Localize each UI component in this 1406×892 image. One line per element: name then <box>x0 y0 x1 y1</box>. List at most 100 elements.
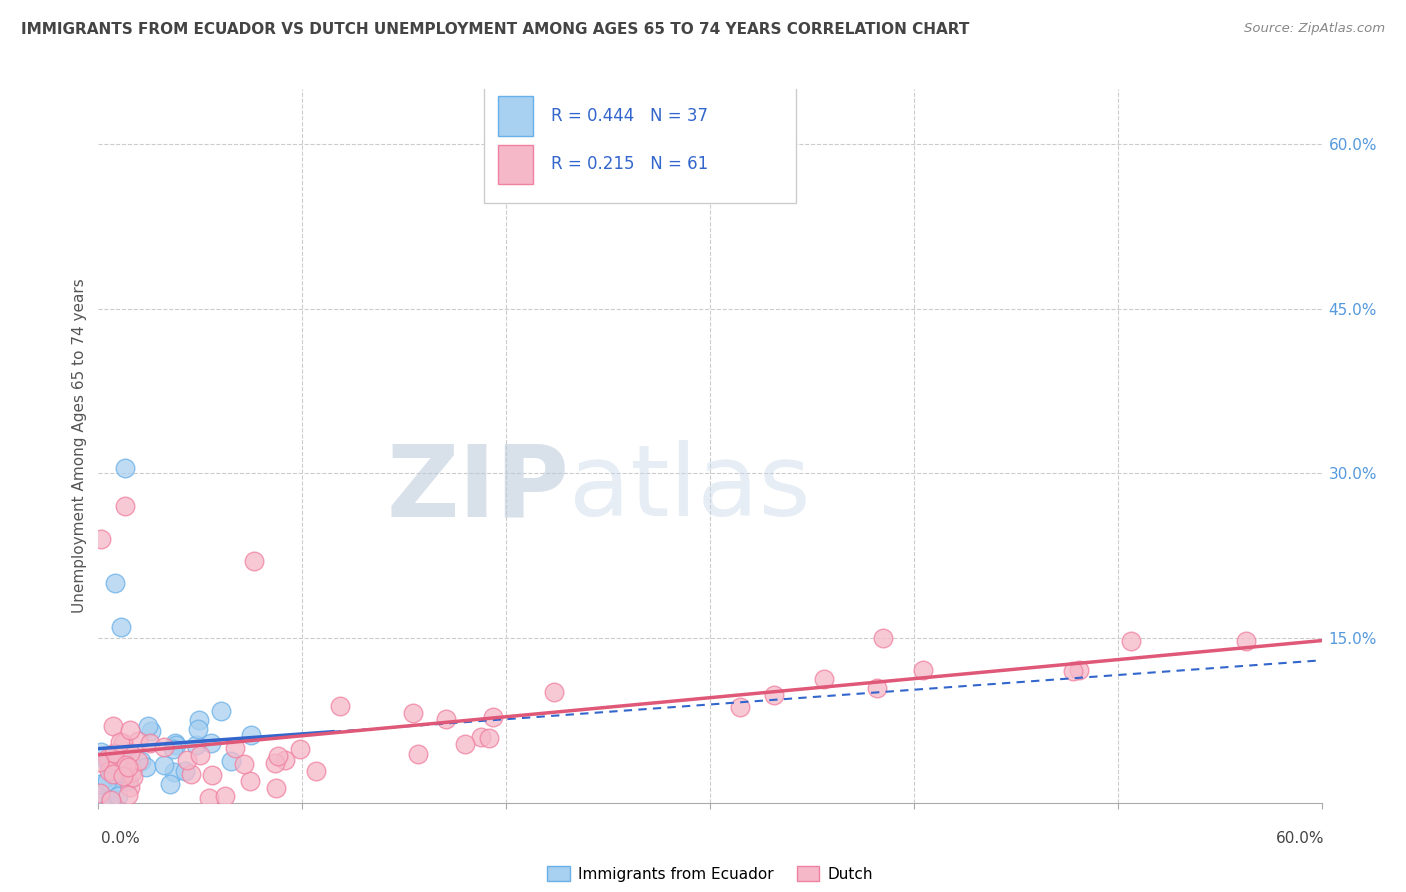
Point <box>1067 664 1090 678</box>
Bar <box>498 96 533 136</box>
Point <box>114 461 136 475</box>
Point <box>214 789 236 803</box>
Point <box>162 765 184 780</box>
Point <box>98 760 121 774</box>
Point <box>111 771 134 785</box>
Point <box>110 620 132 634</box>
Point <box>186 739 208 753</box>
Point <box>111 766 134 780</box>
Point <box>197 791 219 805</box>
Point <box>114 500 136 514</box>
Point <box>201 768 224 782</box>
Text: ZIP: ZIP <box>387 441 569 537</box>
Point <box>453 737 475 751</box>
Point <box>100 792 122 806</box>
Point <box>243 554 266 568</box>
Point <box>209 704 232 718</box>
Point <box>762 689 785 703</box>
Text: 0.0%: 0.0% <box>101 831 141 846</box>
Text: 60.0%: 60.0% <box>1277 831 1324 846</box>
Point <box>176 753 198 767</box>
Point <box>122 770 145 784</box>
Point <box>232 757 254 772</box>
Text: R = 0.444   N = 37: R = 0.444 N = 37 <box>551 107 709 125</box>
Point <box>115 758 138 772</box>
Point <box>162 742 184 756</box>
Point <box>865 681 887 696</box>
Point <box>1234 633 1257 648</box>
Point <box>101 767 124 781</box>
Point <box>90 533 112 547</box>
Point <box>107 789 129 804</box>
Text: R = 0.215   N = 61: R = 0.215 N = 61 <box>551 155 709 173</box>
Point <box>288 742 311 756</box>
Point <box>402 706 425 720</box>
Point <box>97 764 120 779</box>
Point <box>274 753 297 767</box>
Point <box>118 723 141 737</box>
Point <box>165 736 187 750</box>
Point <box>129 754 152 768</box>
Point <box>329 699 352 714</box>
Point <box>117 788 139 802</box>
Text: Source: ZipAtlas.com: Source: ZipAtlas.com <box>1244 22 1385 36</box>
Point <box>219 755 242 769</box>
Point <box>305 764 328 778</box>
Bar <box>498 145 533 184</box>
Point <box>127 754 149 768</box>
Point <box>112 736 135 750</box>
FancyBboxPatch shape <box>484 82 796 203</box>
Point <box>180 767 202 781</box>
Point <box>264 780 287 795</box>
Point <box>127 734 149 748</box>
Point <box>101 719 124 733</box>
Point <box>118 746 141 760</box>
Text: IMMIGRANTS FROM ECUADOR VS DUTCH UNEMPLOYMENT AMONG AGES 65 TO 74 YEARS CORRELAT: IMMIGRANTS FROM ECUADOR VS DUTCH UNEMPLO… <box>21 22 970 37</box>
Point <box>89 777 111 791</box>
Point <box>434 712 457 726</box>
Point <box>240 728 263 742</box>
Point <box>481 710 503 724</box>
Point <box>200 736 222 750</box>
Point <box>478 731 501 745</box>
Point <box>97 750 120 764</box>
Point <box>87 755 110 769</box>
Point <box>728 699 751 714</box>
Point <box>90 792 112 806</box>
Point <box>153 739 176 754</box>
Point <box>139 736 162 750</box>
Point <box>105 755 128 769</box>
Point <box>90 745 112 759</box>
Point <box>96 774 118 789</box>
Point <box>103 757 125 772</box>
Point <box>101 767 124 781</box>
Point <box>120 780 142 795</box>
Point <box>239 774 262 789</box>
Point <box>96 754 118 768</box>
Text: atlas: atlas <box>569 441 811 537</box>
Point <box>1119 633 1142 648</box>
Point <box>103 767 125 781</box>
Point <box>813 673 835 687</box>
Point <box>141 723 163 738</box>
Point <box>173 764 195 778</box>
Point <box>121 765 143 780</box>
Point <box>872 631 894 645</box>
Point <box>165 738 187 752</box>
Point <box>267 748 290 763</box>
Point <box>224 741 246 756</box>
Point <box>543 684 565 698</box>
Point <box>112 768 135 782</box>
Legend: Immigrants from Ecuador, Dutch: Immigrants from Ecuador, Dutch <box>541 860 879 888</box>
Point <box>1062 665 1084 679</box>
Point <box>108 775 131 789</box>
Y-axis label: Unemployment Among Ages 65 to 74 years: Unemployment Among Ages 65 to 74 years <box>72 278 87 614</box>
Point <box>108 735 131 749</box>
Point <box>187 723 209 737</box>
Point <box>159 777 181 791</box>
Point <box>264 756 287 770</box>
Point <box>188 713 211 727</box>
Point <box>100 792 122 806</box>
Point <box>89 785 111 799</box>
Point <box>136 719 159 733</box>
